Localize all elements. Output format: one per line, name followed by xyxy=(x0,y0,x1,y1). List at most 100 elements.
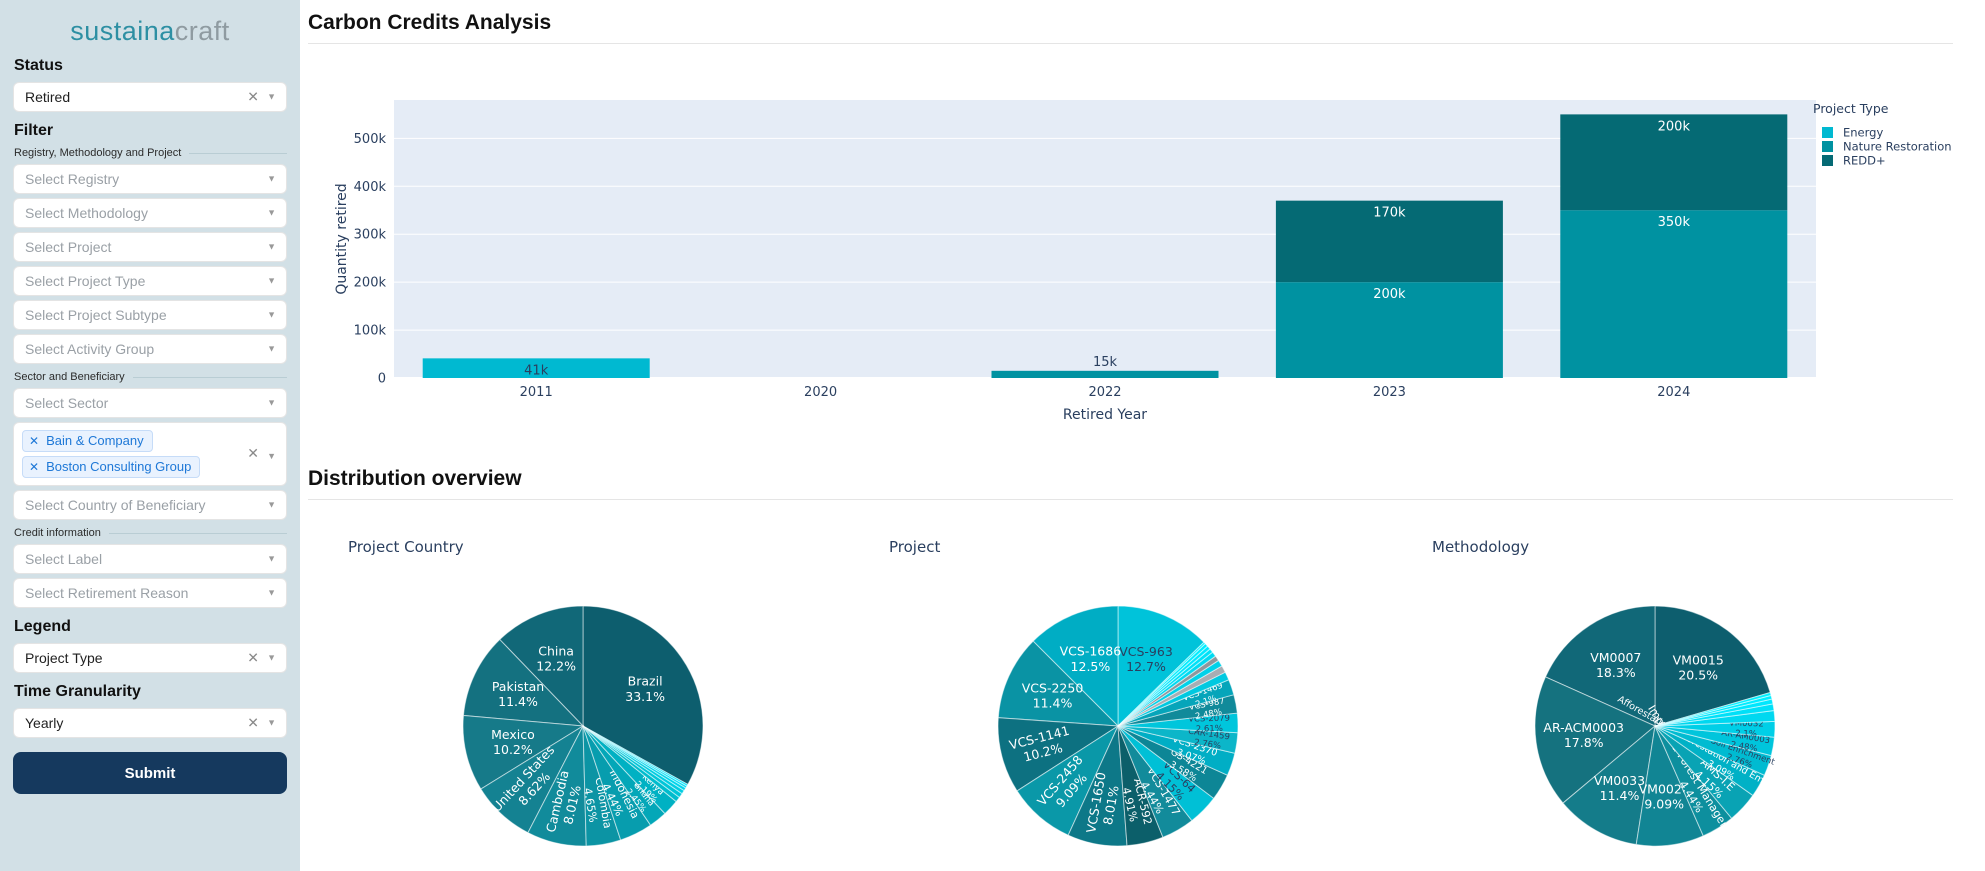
pie-title-project: Project xyxy=(889,538,941,556)
filter-group-registry: Registry, Methodology and Project xyxy=(14,147,287,159)
logo-text-primary: sustaina xyxy=(70,16,175,46)
beneficiary-multiselect[interactable]: ✕ Bain & Company ✕ Boston Consulting Group… xyxy=(13,422,287,486)
chevron-down-icon[interactable]: ▼ xyxy=(267,173,276,184)
chevron-down-icon[interactable]: ▼ xyxy=(267,241,276,252)
beneficiary-chip[interactable]: ✕ Bain & Company xyxy=(22,430,153,452)
pie-title-methodology: Methodology xyxy=(1432,538,1530,556)
clear-icon[interactable]: ✕ xyxy=(247,88,259,105)
chevron-down-icon[interactable]: ▼ xyxy=(267,91,276,102)
remove-chip-icon[interactable]: ✕ xyxy=(29,459,40,474)
svg-text:200k: 200k xyxy=(354,276,387,291)
label-select[interactable]: Select Label ▼ xyxy=(13,544,287,574)
logo-text-secondary: craft xyxy=(174,16,230,46)
divider xyxy=(308,43,1953,44)
clear-icon[interactable]: ✕ xyxy=(247,649,259,666)
svg-text:Retired Year: Retired Year xyxy=(1063,407,1147,423)
bar-chart-retired-by-year[interactable]: 0 100k 200k 300k 400k 500k Quantity retired 201… xyxy=(300,0,1985,440)
project-type-select[interactable]: Select Project Type ▼ xyxy=(13,266,287,296)
status-select[interactable]: Retired ✕ ▼ xyxy=(13,82,287,112)
chevron-down-icon[interactable]: ▼ xyxy=(267,275,276,286)
pie-chart-project-country[interactable]: Brazil 33.1% China 12.2% Pakistan 11.4% Mexico… xyxy=(448,591,718,861)
filter-group-sector: Sector and Beneficiary xyxy=(14,371,287,383)
svg-text:300k: 300k xyxy=(354,228,387,243)
clear-icon[interactable]: ✕ xyxy=(247,714,259,731)
activity-group-select[interactable]: Select Activity Group ▼ xyxy=(13,334,287,364)
section-title: Distribution overview xyxy=(308,467,522,490)
pie-chart-project[interactable]: VCS-963 12.7%VCS-1686 12.5% VCS-2250 11.4% VC… xyxy=(983,591,1253,861)
divider xyxy=(308,499,1953,500)
beneficiary-chip[interactable]: ✕ Boston Consulting Group xyxy=(22,456,201,478)
svg-text:15k: 15k xyxy=(1093,355,1118,370)
chevron-down-icon[interactable]: ▼ xyxy=(267,717,276,728)
time-granularity-value: Yearly xyxy=(25,715,64,731)
svg-text:Energy: Energy xyxy=(1843,126,1883,140)
legend-select[interactable]: Project Type ✕ ▼ xyxy=(13,643,287,673)
sector-select[interactable]: Select Sector ▼ xyxy=(13,388,287,418)
chevron-down-icon[interactable]: ▼ xyxy=(267,343,276,354)
svg-text:2023: 2023 xyxy=(1373,385,1406,400)
svg-text:VM00322.1%: VM00322.1% xyxy=(1729,719,1764,740)
svg-text:2024: 2024 xyxy=(1657,385,1690,400)
svg-text:REDD+: REDD+ xyxy=(1843,154,1886,168)
svg-text:400k: 400k xyxy=(354,180,387,195)
svg-text:500k: 500k xyxy=(354,132,387,147)
registry-select[interactable]: Select Registry ▼ xyxy=(13,164,287,194)
main-content: Carbon Credits Analysis 0 100k 200k 300k 400… xyxy=(300,0,1985,871)
time-granularity-select[interactable]: Yearly ✕ ▼ xyxy=(13,708,287,738)
legend-heading: Legend xyxy=(14,618,71,635)
status-heading: Status xyxy=(14,57,63,74)
chevron-down-icon[interactable]: ▼ xyxy=(267,587,276,598)
submit-button[interactable]: Submit xyxy=(13,752,287,794)
chevron-down-icon[interactable]: ▼ xyxy=(267,451,276,461)
clear-icon[interactable]: ✕ xyxy=(247,445,259,461)
pie-chart-methodology[interactable]: VM0015 20.5% VM0007 18.3% AR-ACM0003 17.8% VM0… xyxy=(1520,591,1790,861)
chevron-down-icon[interactable]: ▼ xyxy=(267,309,276,320)
svg-text:0: 0 xyxy=(378,372,386,387)
retirement-reason-select[interactable]: Select Retirement Reason ▼ xyxy=(13,578,287,608)
svg-text:200k: 200k xyxy=(1373,287,1406,302)
svg-text:Nature Restoration: Nature Restoration xyxy=(1843,140,1952,154)
svg-text:100k: 100k xyxy=(354,324,387,339)
remove-chip-icon[interactable]: ✕ xyxy=(29,433,40,448)
project-select[interactable]: Select Project ▼ xyxy=(13,232,287,262)
svg-text:170k: 170k xyxy=(1373,206,1406,221)
svg-text:350k: 350k xyxy=(1658,215,1691,230)
page-title: Carbon Credits Analysis xyxy=(308,11,552,34)
svg-text:2011: 2011 xyxy=(520,385,553,400)
chevron-down-icon[interactable]: ▼ xyxy=(267,397,276,408)
time-granularity-heading: Time Granularity xyxy=(14,683,141,700)
pie-title-project-country: Project Country xyxy=(348,538,464,556)
beneficiary-country-select[interactable]: Select Country of Beneficiary ▼ xyxy=(13,490,287,520)
chevron-down-icon[interactable]: ▼ xyxy=(267,652,276,663)
status-value: Retired xyxy=(25,89,71,105)
project-subtype-select[interactable]: Select Project Subtype ▼ xyxy=(13,300,287,330)
chevron-down-icon[interactable]: ▼ xyxy=(267,553,276,564)
chevron-down-icon[interactable]: ▼ xyxy=(267,207,276,218)
svg-text:41k: 41k xyxy=(524,363,549,378)
svg-text:2020: 2020 xyxy=(804,385,837,400)
svg-text:VCS-20792.61%: VCS-20792.61% xyxy=(1188,714,1230,735)
chevron-down-icon[interactable]: ▼ xyxy=(267,499,276,510)
svg-text:Quantity retired: Quantity retired xyxy=(334,183,350,294)
svg-text:2022: 2022 xyxy=(1088,385,1121,400)
methodology-select[interactable]: Select Methodology ▼ xyxy=(13,198,287,228)
legend-value: Project Type xyxy=(25,650,103,666)
app-logo: sustainacraft xyxy=(13,16,287,47)
filter-heading: Filter xyxy=(14,122,54,139)
filter-group-credit: Credit information xyxy=(14,527,287,539)
svg-text:200k: 200k xyxy=(1658,119,1691,134)
sidebar: sustainacraft Status Retired ✕ ▼ Filter … xyxy=(0,0,300,871)
svg-text:Project Type: Project Type xyxy=(1813,101,1889,116)
